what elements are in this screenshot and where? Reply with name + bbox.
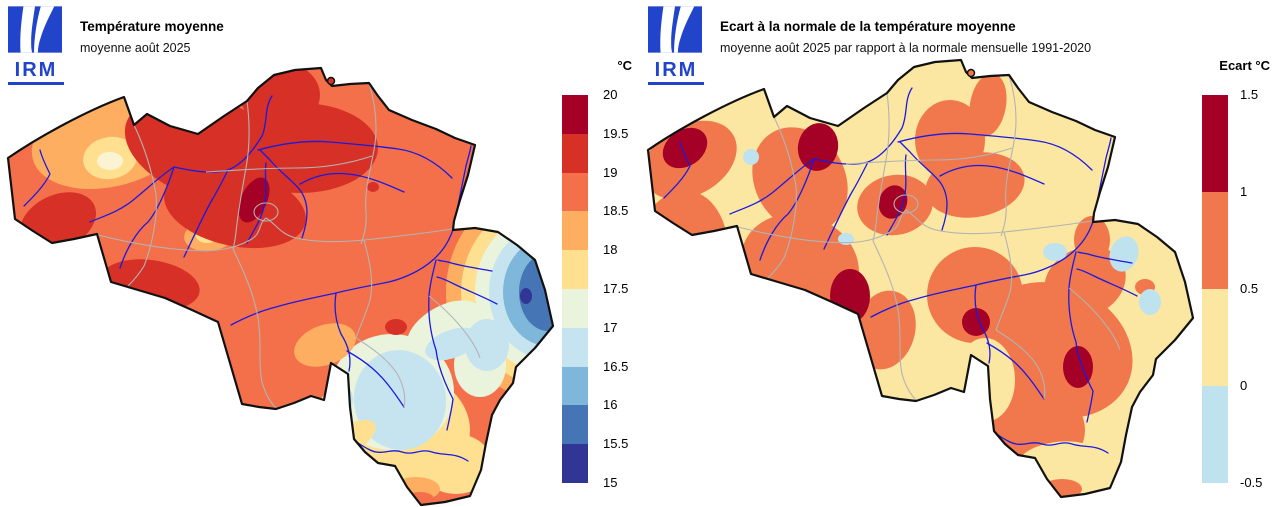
anomaly-subtitle: moyenne août 2025 par rapport à la norma… — [720, 41, 1092, 55]
colorbar-cell — [562, 95, 588, 134]
temperature-subtitle: moyenne août 2025 — [80, 41, 191, 55]
temperature-tick: 20 — [603, 87, 618, 102]
temperature-tick: 15.5 — [603, 436, 629, 451]
temperature-colorbar — [562, 95, 588, 483]
anomaly-colorbar — [1202, 95, 1228, 483]
colorbar-cell — [562, 211, 588, 251]
colorbar-cell — [1202, 289, 1228, 386]
anomaly-header: Ecart à la normale de la température moy… — [720, 19, 1091, 55]
anomaly-map — [646, 58, 1195, 499]
temperature-tick: 18 — [603, 242, 618, 257]
colorbar-cell — [562, 327, 588, 367]
anomaly-tick: 0.5 — [1240, 281, 1259, 296]
colorbar-cell — [1202, 95, 1228, 192]
colorbar-cell — [562, 250, 588, 289]
colorbar-cell — [562, 172, 588, 212]
anomaly-tick: 0 — [1240, 378, 1248, 393]
colorbar-cell — [562, 288, 588, 328]
colorbar-cell — [1202, 192, 1228, 289]
temperature-tick: 17 — [603, 320, 618, 335]
colorbar-cell — [562, 366, 588, 406]
temperature-tick: 16.5 — [603, 359, 629, 374]
baarle-enclave-dot — [326, 76, 336, 86]
temp-zone-dark-red — [238, 177, 270, 223]
temperature-tick: 19 — [603, 165, 618, 180]
temperature-tick: 15 — [603, 475, 618, 490]
anomaly-tick: 1 — [1240, 184, 1248, 199]
baarle-enclave-dot — [966, 68, 976, 78]
irm-logo-text: IRM — [648, 58, 704, 85]
irm-logo-mark — [8, 6, 62, 53]
temperature-tick: 17.5 — [603, 281, 629, 296]
anomaly-title: Ecart à la normale de la température moy… — [720, 19, 1016, 34]
anomaly-legend-title: Ecart °C — [1219, 58, 1270, 73]
anomaly-tick: -0.5 — [1240, 475, 1263, 490]
irm-logo-left: IRM — [8, 6, 68, 85]
temperature-tick: 16 — [603, 397, 618, 412]
anomaly-zone-orange — [648, 73, 1155, 475]
temperature-header: Température moyenne moyenne août 2025 — [80, 19, 224, 55]
temperature-tick: 18.5 — [603, 203, 629, 218]
irm-logo-mark — [648, 6, 702, 53]
temperature-legend-title: °C — [617, 58, 632, 73]
colorbar-cell — [562, 405, 588, 445]
temperature-map — [6, 66, 555, 507]
anomaly-tick: 1.5 — [1240, 87, 1259, 102]
colorbar-cell — [562, 133, 588, 173]
irm-logo-right: IRM — [648, 6, 708, 85]
colorbar-cell — [562, 444, 588, 483]
colorbar-cell — [1202, 386, 1228, 483]
temperature-title: Température moyenne — [80, 19, 224, 34]
irm-logo-text: IRM — [8, 58, 64, 85]
temperature-tick: 19.5 — [603, 126, 629, 141]
